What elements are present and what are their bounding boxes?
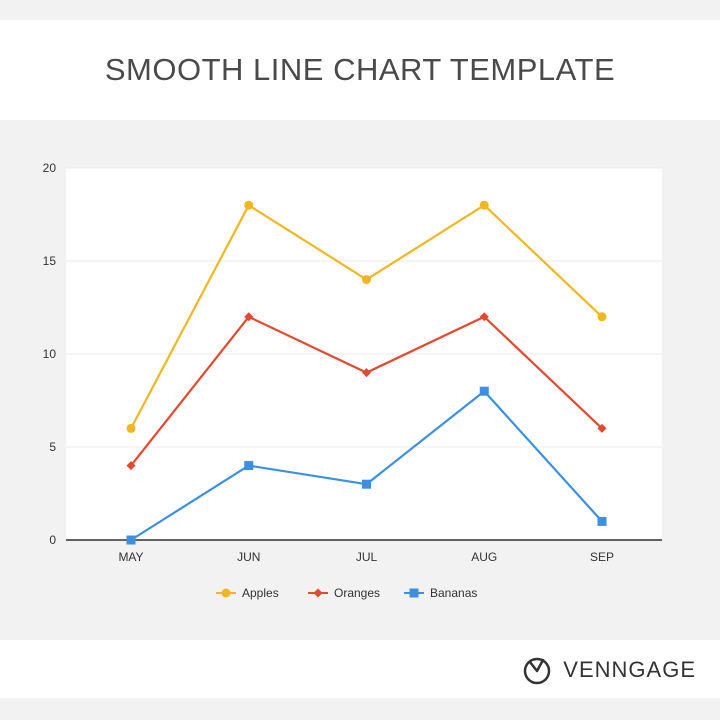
legend: Apples Oranges Bananas (216, 586, 477, 600)
legend-label: Bananas (430, 586, 477, 600)
data-point-bananas (126, 535, 136, 545)
page-title: SMOOTH LINE CHART TEMPLATE (104, 52, 616, 87)
legend-item-oranges[interactable]: Oranges (308, 586, 380, 600)
legend-swatch-marker (221, 588, 231, 598)
venngage-logo-icon (524, 657, 551, 685)
title-band: SMOOTH LINE CHART TEMPLATE (0, 20, 720, 120)
data-point-oranges (479, 312, 489, 322)
data-point-apples (244, 200, 254, 210)
legend-label: Oranges (334, 586, 380, 600)
data-point-apples (597, 312, 607, 322)
series-lines (126, 200, 607, 545)
legend-label: Apples (242, 586, 279, 600)
x-tick-label: SEP (590, 550, 614, 564)
legend-item-apples[interactable]: Apples (216, 586, 279, 600)
data-point-oranges (126, 461, 136, 471)
y-tick-label: 5 (49, 440, 56, 454)
data-point-bananas (479, 386, 489, 396)
legend-item-bananas[interactable]: Bananas (404, 586, 477, 600)
bottom-strip (0, 698, 720, 720)
legend-swatch-marker (313, 588, 323, 598)
series-apples (126, 200, 607, 433)
x-tick-label: MAY (118, 550, 143, 564)
brand[interactable]: VENNGAGE (521, 654, 696, 686)
data-point-oranges (244, 312, 254, 322)
x-tick-label: JUL (356, 550, 378, 564)
y-tick-label: 10 (43, 347, 57, 361)
y-tick-label: 0 (49, 533, 56, 547)
footer-band: VENNGAGE (0, 640, 720, 698)
y-tick-label: 20 (43, 161, 57, 175)
x-tick-label: JUN (237, 550, 260, 564)
series-oranges (126, 312, 607, 471)
data-point-bananas (362, 479, 371, 489)
data-point-oranges (597, 423, 607, 433)
series-bananas (126, 386, 607, 545)
data-point-oranges (362, 368, 371, 378)
line-chart: 0 5 10 15 20 MAY JUN JUL AUG SEP Apples Oranges Ba… (43, 161, 662, 600)
data-point-apples (362, 275, 371, 285)
data-point-apples (479, 200, 489, 210)
legend-swatch-marker (409, 588, 419, 598)
data-point-bananas (244, 461, 254, 471)
data-point-apples (126, 423, 136, 433)
brand-name: VENNGAGE (563, 657, 696, 682)
grid-lines (66, 167, 662, 541)
x-tick-label: AUG (471, 550, 497, 564)
chart-panel: 0 5 10 15 20 MAY JUN JUL AUG SEP Apples Oranges Ba… (0, 120, 720, 640)
data-point-bananas (597, 516, 607, 526)
x-axis-ticks: MAY JUN JUL AUG SEP (118, 550, 614, 564)
y-tick-label: 15 (43, 254, 57, 268)
y-axis-ticks: 0 5 10 15 20 (43, 161, 57, 547)
top-strip (0, 0, 720, 20)
